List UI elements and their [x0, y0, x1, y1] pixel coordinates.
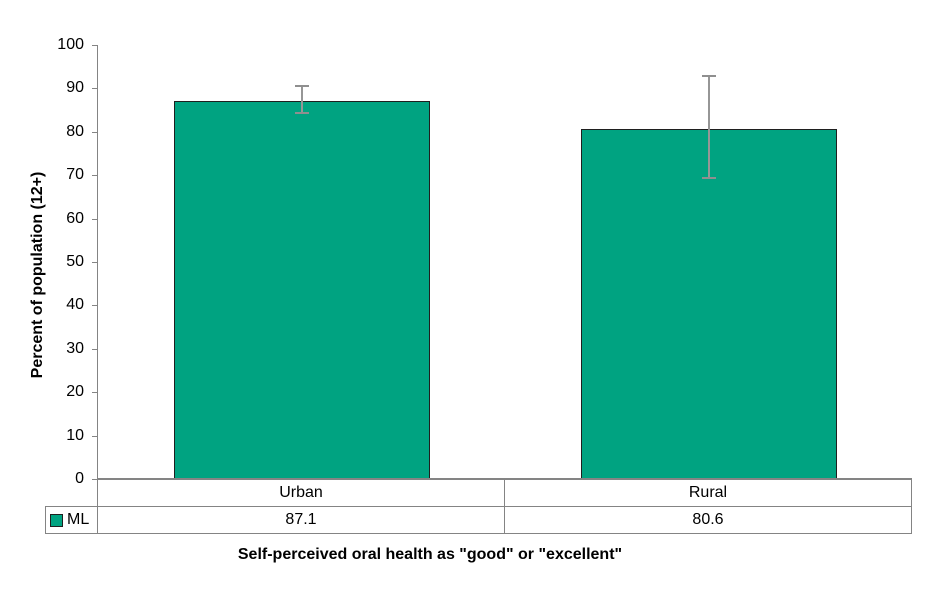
plot-area — [92, 45, 912, 480]
category-label-urban: Urban — [98, 479, 505, 506]
y-tick-label: 40 — [66, 296, 84, 313]
y-axis-tick — [92, 305, 98, 306]
category-label-rural: Rural — [688, 483, 728, 501]
legend-series-label: ML — [67, 511, 90, 528]
y-axis-tick — [92, 88, 98, 89]
legend-swatch-icon — [50, 513, 63, 527]
error-bar-cap — [702, 177, 716, 179]
y-axis-tick — [92, 132, 98, 133]
y-tick-label: 70 — [66, 166, 84, 183]
y-tick-label: 100 — [57, 36, 84, 53]
y-axis-tick — [92, 479, 98, 480]
error-bar-cap — [702, 75, 716, 77]
y-tick-label: 10 — [66, 427, 84, 444]
y-tick-label: 30 — [66, 340, 84, 357]
y-tick-label: 60 — [66, 210, 84, 227]
y-axis-tick — [92, 436, 98, 437]
data-value-urban: 87.1 — [98, 507, 505, 533]
category-axis-row: Urban Rural — [97, 478, 912, 507]
error-bar-cap — [295, 85, 309, 87]
error-bar-cap — [295, 112, 309, 114]
bar-rural — [581, 129, 837, 479]
y-axis-tick — [92, 219, 98, 220]
data-value-rural: 80.6 — [692, 511, 724, 528]
y-tick-label: 20 — [66, 383, 84, 400]
y-axis-tick — [92, 262, 98, 263]
error-bar — [301, 86, 303, 113]
y-axis-tick — [92, 45, 98, 46]
x-axis-title: Self-perceived oral health as "good" or … — [237, 546, 623, 563]
bar-urban — [174, 101, 430, 479]
y-tick-label: 50 — [66, 253, 84, 270]
y-tick-label: 80 — [66, 123, 84, 140]
legend-cell: ML — [46, 507, 98, 533]
data-table-row: ML 87.1 80.6 — [45, 506, 912, 534]
y-axis-tick — [92, 392, 98, 393]
y-axis-tick — [92, 349, 98, 350]
error-bar — [708, 76, 710, 178]
y-tick-label: 90 — [66, 79, 84, 96]
y-axis-tick — [92, 175, 98, 176]
y-tick-label: 0 — [75, 470, 84, 487]
